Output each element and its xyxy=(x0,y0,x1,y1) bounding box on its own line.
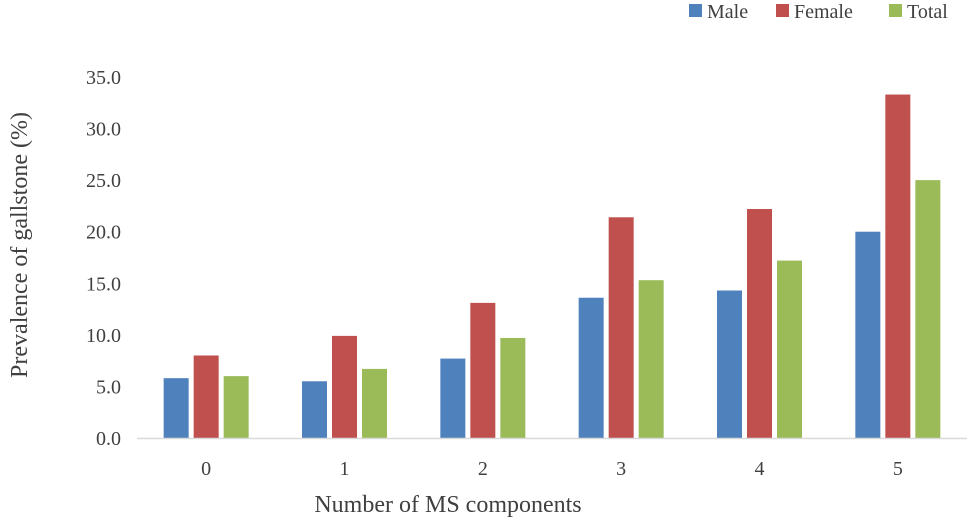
y-tick-label: 20.0 xyxy=(86,222,121,244)
x-tick-label: 4 xyxy=(755,458,765,480)
bar-female-1 xyxy=(332,335,357,438)
y-tick-label: 15.0 xyxy=(86,273,121,295)
x-tick-label: 5 xyxy=(893,458,903,480)
y-tick-label: 25.0 xyxy=(86,170,121,192)
bar-male-3 xyxy=(578,297,604,438)
bar-male-5 xyxy=(855,231,881,438)
legend-swatch-total xyxy=(889,4,902,17)
bar-male-1 xyxy=(302,381,327,438)
y-axis-ticks: 0.0 5.0 10.0 15.0 20.0 25.0 30.0 35.0 xyxy=(86,67,121,450)
legend-swatch-female xyxy=(776,4,789,17)
legend-label-total: Total xyxy=(907,1,948,23)
x-axis-ticks: 0 1 2 3 4 5 xyxy=(201,458,903,480)
bars xyxy=(163,94,941,438)
bar-total-3 xyxy=(638,280,664,438)
legend-label-male: Male xyxy=(707,1,748,23)
legend-label-female: Female xyxy=(794,1,853,23)
bar-female-3 xyxy=(608,217,634,438)
bar-male-4 xyxy=(717,290,742,438)
x-axis-title: Number of MS components xyxy=(314,492,581,518)
bar-female-0 xyxy=(193,355,219,438)
legend: Male Female Total xyxy=(689,1,948,23)
bar-total-4 xyxy=(777,260,802,438)
bar-female-5 xyxy=(885,94,911,438)
x-tick-label: 3 xyxy=(616,458,626,480)
bar-total-2 xyxy=(500,337,526,438)
bar-male-0 xyxy=(163,378,189,438)
x-tick-label: 2 xyxy=(478,458,488,480)
y-axis-title: Prevalence of gallstone (%) xyxy=(7,112,33,378)
x-tick-label: 1 xyxy=(340,458,350,480)
bar-male-2 xyxy=(440,358,466,438)
bar-total-5 xyxy=(915,180,941,438)
bar-total-1 xyxy=(362,368,387,438)
y-tick-label: 30.0 xyxy=(86,119,121,141)
x-tick-label: 0 xyxy=(201,458,211,480)
bar-female-4 xyxy=(747,209,772,438)
y-tick-label: 10.0 xyxy=(86,325,121,347)
y-tick-label: 35.0 xyxy=(86,67,121,89)
bar-total-0 xyxy=(223,376,249,438)
bar-female-2 xyxy=(470,302,496,438)
y-tick-label: 5.0 xyxy=(96,376,121,398)
y-tick-label: 0.0 xyxy=(96,428,121,450)
legend-swatch-male xyxy=(689,4,702,17)
